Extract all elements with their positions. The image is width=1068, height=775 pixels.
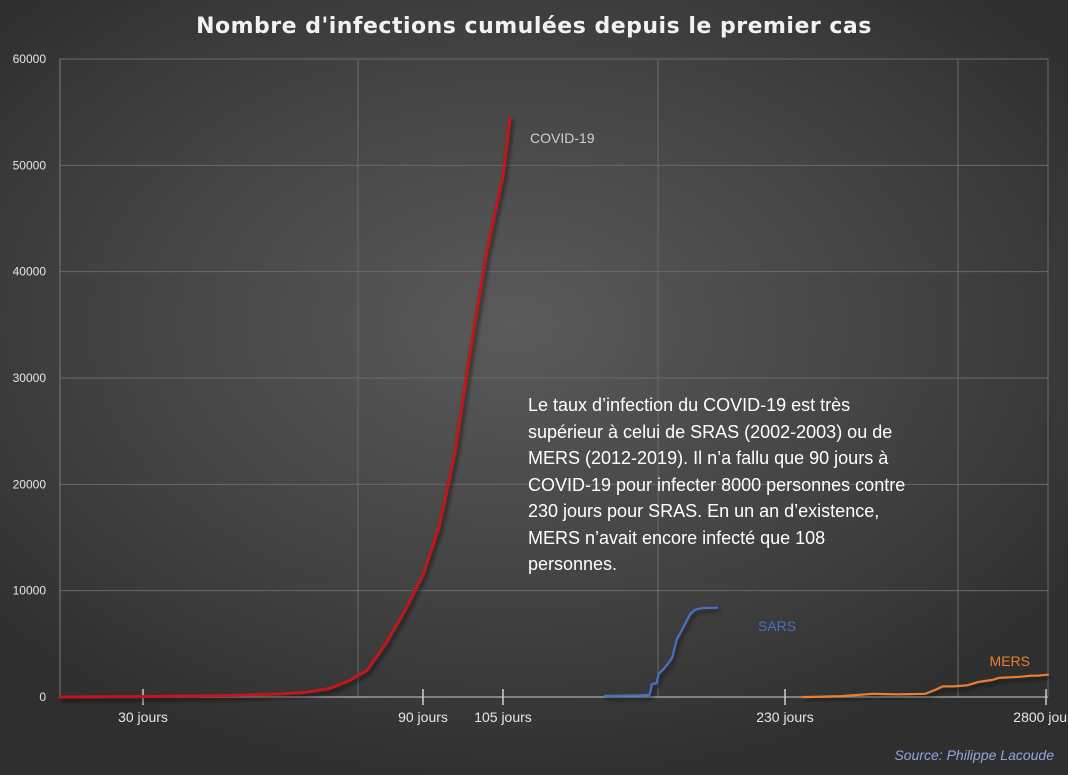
x-tick-label: 90 jours [398, 709, 448, 725]
y-tick-label: 0 [39, 690, 46, 704]
series-label-mers: MERS [990, 653, 1030, 669]
y-tick-label: 30000 [13, 371, 47, 385]
y-tick-label: 40000 [13, 265, 47, 279]
x-tick-label: 105 jours [474, 709, 532, 725]
chart-title: Nombre d'infections cumulées depuis le p… [196, 14, 872, 39]
x-tick-label: 30 jours [118, 709, 168, 725]
axis-labels: 0 10000 20000 30000 40000 50000 60000 30 jours 9… [13, 52, 1068, 725]
x-tick-label: 2800 jours [1013, 709, 1068, 725]
series-line-mers [801, 673, 1050, 699]
y-tick-label: 60000 [13, 52, 47, 66]
x-tick-label: 230 jours [756, 709, 814, 725]
gridlines [60, 58, 1048, 697]
source-credit: Source: Philippe Lacoude [894, 747, 1054, 763]
y-tick-label: 20000 [13, 477, 47, 491]
axes [59, 58, 1049, 705]
series-label-covid-19: COVID-19 [530, 130, 595, 146]
y-tick-label: 10000 [13, 584, 47, 598]
series-lines [58, 116, 1050, 699]
series-label-sars: SARS [758, 618, 796, 634]
series-line-covid-19 [58, 116, 512, 699]
annotation-text: Le taux d’infection du COVID-19 est très… [528, 395, 906, 574]
y-tick-label: 50000 [13, 158, 47, 172]
series-line-sars [603, 606, 719, 697]
